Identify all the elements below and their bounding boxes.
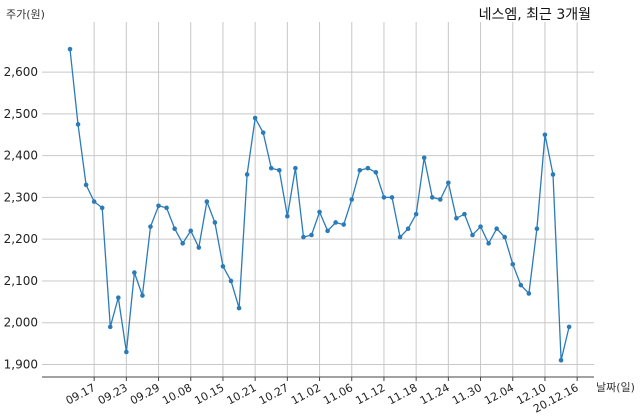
data-point	[132, 270, 137, 275]
data-point	[438, 197, 443, 202]
data-point	[357, 167, 363, 173]
data-point	[550, 172, 556, 177]
data-point	[494, 226, 499, 232]
data-point	[116, 295, 121, 300]
data-point	[333, 220, 338, 225]
data-point	[510, 261, 516, 267]
data-point	[542, 132, 548, 138]
x-tick-label: 09.17	[64, 381, 98, 407]
data-point	[228, 278, 234, 284]
price-series	[67, 46, 572, 363]
data-point	[301, 234, 306, 240]
data-point	[124, 349, 129, 355]
grid-lines	[42, 22, 594, 377]
chart-title: 네스엠, 최근 3개월	[479, 7, 591, 23]
data-point	[285, 213, 290, 219]
data-point	[534, 226, 540, 232]
data-point	[244, 172, 250, 177]
data-point	[268, 165, 274, 171]
data-point	[252, 115, 258, 121]
data-point	[462, 211, 467, 217]
data-point	[349, 197, 355, 202]
data-point	[204, 199, 210, 204]
x-axis-label: 날짜(일)	[596, 380, 635, 394]
data-point	[293, 165, 298, 171]
data-point	[429, 195, 435, 200]
y-axis-label: 주가(원)	[6, 8, 45, 21]
x-axis: 09.1709.2309.2910.0810.1510.2110.2711.02…	[42, 376, 594, 416]
y-tick-label: 2,300	[4, 190, 38, 204]
data-point	[107, 324, 113, 330]
y-tick-label: 2,400	[4, 149, 38, 163]
x-tick-label: 10.21	[225, 381, 259, 407]
data-point	[83, 182, 89, 188]
data-point	[220, 264, 226, 269]
data-point	[397, 234, 403, 240]
x-tick-label: 11.24	[418, 381, 452, 407]
data-point	[309, 232, 314, 238]
data-point	[180, 241, 185, 246]
data-point	[502, 234, 508, 240]
data-point	[75, 122, 81, 127]
data-point	[454, 215, 459, 221]
data-point	[325, 228, 330, 234]
data-point	[67, 46, 73, 52]
x-tick-label: 11.02	[289, 381, 323, 407]
data-point	[373, 170, 379, 175]
data-point	[365, 165, 371, 171]
data-point	[526, 291, 532, 296]
data-point	[140, 293, 145, 298]
data-point	[260, 130, 266, 135]
y-tick-label: 2,100	[4, 274, 38, 288]
y-tick-label: 2,000	[4, 316, 38, 330]
data-point	[317, 209, 322, 215]
data-point	[413, 211, 419, 217]
data-point	[236, 305, 242, 311]
data-point	[389, 195, 395, 200]
data-point	[341, 222, 347, 227]
data-point	[421, 155, 427, 161]
x-tick-label: 11.06	[321, 381, 355, 407]
data-point	[478, 224, 483, 229]
data-point	[518, 282, 524, 288]
y-tick-label: 2,200	[4, 232, 38, 246]
data-point	[277, 167, 282, 173]
x-tick-label: 10.15	[192, 381, 226, 407]
data-point	[196, 245, 202, 250]
x-tick-label: 12.04	[482, 381, 516, 407]
x-tick-label: 11.30	[450, 381, 484, 407]
data-point	[558, 357, 564, 363]
x-tick-label: 09.29	[128, 381, 162, 407]
data-point	[212, 220, 218, 225]
data-point	[91, 199, 97, 204]
y-tick-label: 2,500	[4, 107, 38, 121]
data-point	[148, 224, 153, 229]
data-point	[566, 324, 572, 330]
x-tick-label: 10.27	[257, 381, 291, 407]
x-tick-label: 09.23	[96, 381, 130, 407]
y-tick-label: 2,600	[4, 65, 38, 79]
y-axis: 1,900 2,000 2,100 2,200 2,300 2,400 2,500 2,600	[4, 65, 38, 371]
data-point	[99, 205, 105, 211]
x-tick-label: 11.18	[386, 381, 420, 407]
y-tick-label: 1,900	[4, 357, 38, 371]
x-tick-label: 11.12	[353, 381, 387, 407]
data-point	[446, 180, 451, 186]
data-point	[188, 228, 194, 234]
data-point	[164, 205, 169, 211]
data-point	[486, 241, 491, 246]
data-point	[172, 226, 177, 232]
data-point	[470, 232, 475, 238]
data-point	[381, 195, 387, 200]
data-point	[405, 226, 411, 232]
x-tick-label: 10.08	[160, 381, 194, 407]
data-point	[156, 203, 161, 209]
